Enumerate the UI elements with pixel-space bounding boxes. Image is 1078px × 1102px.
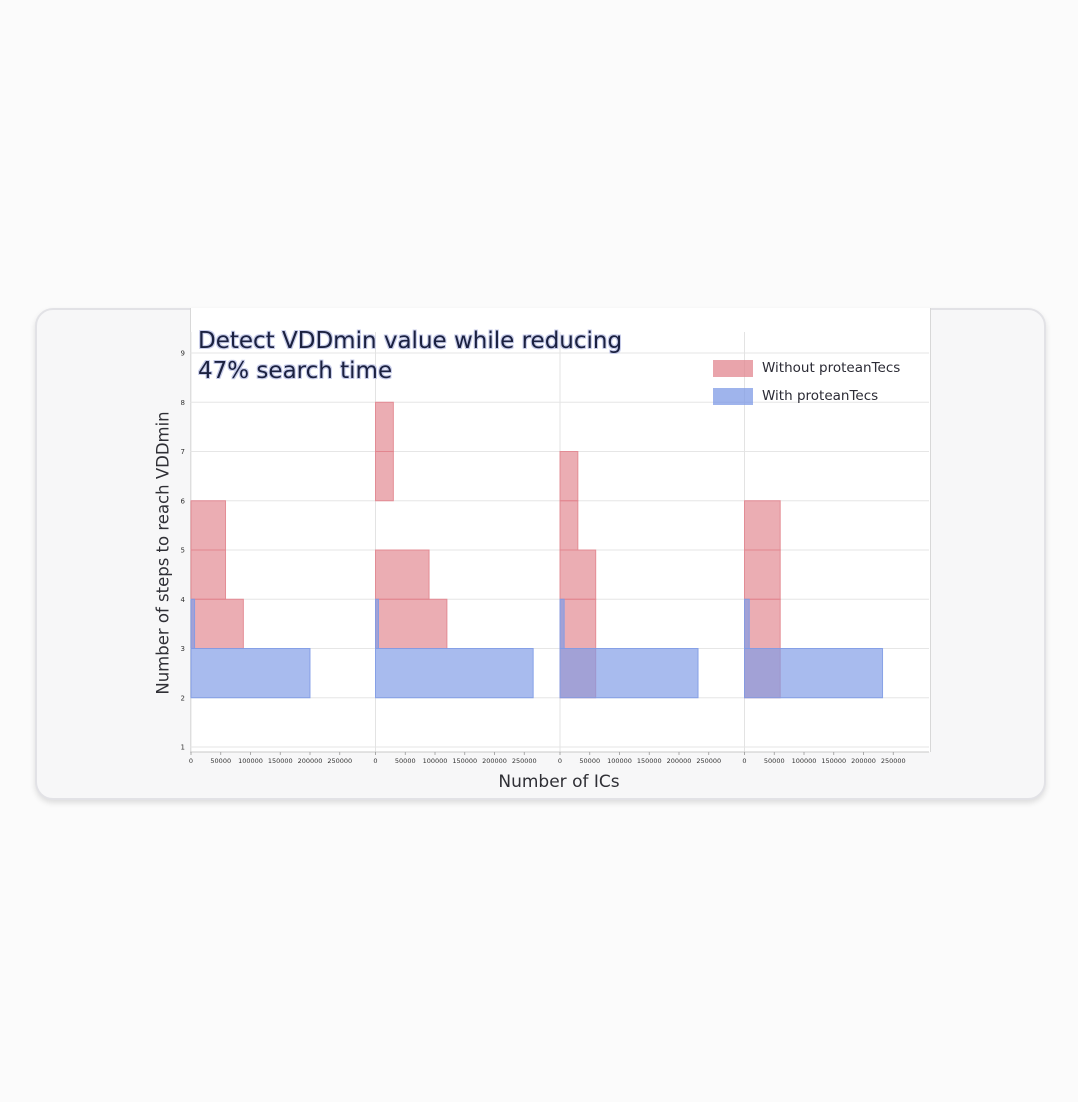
- bar-without: [559, 598, 597, 649]
- x-tick-label: 0: [558, 757, 562, 765]
- y-axis-label: Number of steps to reach VDDmin: [153, 411, 173, 695]
- bar-without: [190, 549, 227, 600]
- x-tick-label: 250000: [881, 757, 906, 765]
- bar-without: [744, 549, 781, 600]
- x-tick-label: 150000: [268, 757, 293, 765]
- y-tick-label: 9: [181, 350, 185, 358]
- legend-swatch-without: [713, 359, 753, 377]
- legend-swatch-with: [713, 387, 753, 405]
- x-tick-label: 100000: [607, 757, 632, 765]
- x-tick-label: 50000: [764, 757, 785, 765]
- chart-headline: Detect VDDmin value while reducing 47% s…: [198, 326, 622, 386]
- x-tick-label: 200000: [667, 757, 692, 765]
- x-tick-label: 200000: [851, 757, 876, 765]
- bar-without: [744, 598, 781, 649]
- y-tick-label: 6: [181, 497, 186, 505]
- y-tick-label: 5: [181, 547, 185, 555]
- x-tick-label: 250000: [696, 757, 721, 765]
- bar-without: [375, 598, 448, 649]
- x-tick-label: 0: [373, 757, 377, 765]
- x-tick-label: 250000: [512, 757, 537, 765]
- x-tick-label: 150000: [637, 757, 662, 765]
- x-tick-label: 50000: [395, 757, 416, 765]
- legend-label-without: Without proteanTecs: [762, 360, 901, 376]
- bar-without: [375, 401, 394, 452]
- x-tick-label: 100000: [423, 757, 448, 765]
- bar-without: [744, 500, 781, 551]
- bar-without: [190, 598, 244, 649]
- y-tick-label: 8: [181, 399, 185, 407]
- x-tick-label: 100000: [792, 757, 817, 765]
- x-tick-label: 150000: [821, 757, 846, 765]
- bar-without: [375, 549, 430, 600]
- legend-item-with: With proteanTecs: [713, 382, 900, 410]
- bar-with: [190, 598, 196, 649]
- x-tick-label: 100000: [238, 757, 263, 765]
- bar-without: [190, 500, 227, 551]
- legend-label-with: With proteanTecs: [762, 388, 879, 404]
- x-tick-label: 200000: [482, 757, 507, 765]
- bar-without: [559, 500, 579, 551]
- x-axis-label: Number of ICs: [498, 772, 620, 792]
- bar-with: [375, 598, 379, 649]
- x-tick-label: 50000: [579, 757, 600, 765]
- bar-without: [559, 549, 597, 600]
- headline-line-2: 47% search time: [198, 358, 393, 384]
- legend: Without proteanTecs With proteanTecs: [713, 354, 900, 410]
- bar-with: [559, 648, 699, 699]
- bar-with: [744, 598, 750, 649]
- y-tick-label: 2: [181, 694, 185, 702]
- bar-with: [190, 648, 311, 699]
- x-tick-label: 200000: [298, 757, 323, 765]
- y-tick-label: 1: [181, 744, 185, 752]
- bar-with: [559, 598, 565, 649]
- x-tick-label: 50000: [210, 757, 231, 765]
- legend-item-without: Without proteanTecs: [713, 354, 900, 382]
- x-tick-label: 0: [189, 757, 193, 765]
- x-tick-label: 0: [742, 757, 746, 765]
- bar-with: [744, 648, 884, 699]
- y-tick-label: 4: [181, 596, 186, 604]
- bar-without: [375, 451, 394, 502]
- bar-with: [375, 648, 534, 699]
- y-tick-label: 7: [181, 448, 185, 456]
- y-tick-label: 3: [181, 645, 185, 653]
- headline-line-1: Detect VDDmin value while reducing: [198, 328, 623, 354]
- x-tick-label: 250000: [327, 757, 352, 765]
- bar-without: [559, 451, 579, 502]
- x-tick-label: 150000: [452, 757, 477, 765]
